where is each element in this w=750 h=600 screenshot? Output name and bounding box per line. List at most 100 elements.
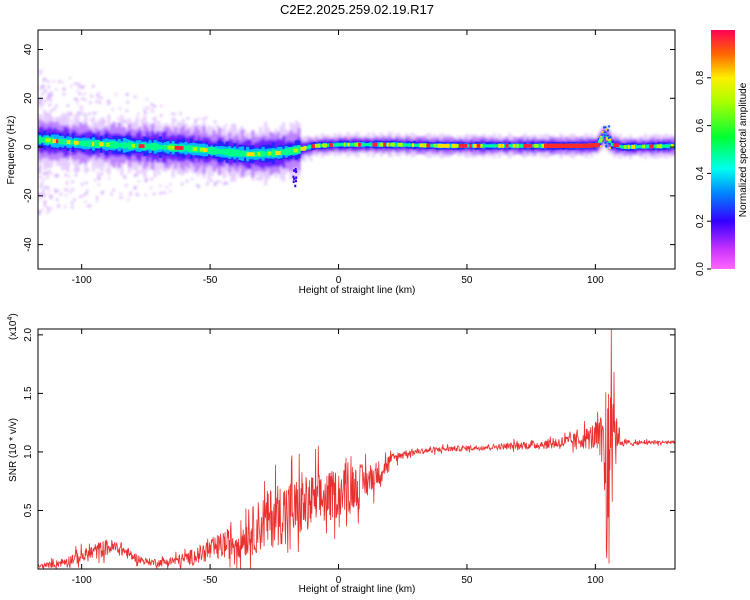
heatmap-cell [73,198,76,201]
heatmap-cell [50,164,54,168]
heatmap-cell [54,174,58,177]
heatmap-cell [476,143,483,148]
heatmap-cell [40,137,44,143]
heatmap-cell [106,142,111,147]
heatmap-cell [258,150,263,158]
heatmap-cell [42,194,46,198]
heatmap-cell [41,93,44,96]
heatmap-cell [38,166,42,169]
heatmap-cell [300,146,306,151]
heatmap-cell [604,126,607,129]
heatmap-cell [151,117,155,121]
heatmap-cell [50,91,53,95]
heatmap-cell [223,181,227,185]
heatmap-cell [182,119,185,122]
heatmap-cell [76,90,79,93]
heatmap-cell [138,144,145,149]
colorbar-tick-label: 0.2 [695,214,706,228]
heatmap-cell [131,143,135,148]
heatmap-cell [97,140,101,149]
heatmap-cell [151,109,154,113]
heatmap-cell [104,169,108,172]
heatmap-cell [136,193,140,197]
heatmap-cell [78,85,81,89]
heatmap-cell [422,143,428,148]
heatmap-cell [203,148,208,153]
heatmap-cell [119,192,123,195]
heatmap-cell [178,146,184,150]
heatmap-cell [39,106,42,109]
heatmap-cell [57,205,60,209]
heatmap-cell [98,101,102,104]
heatmap-cell [294,167,297,171]
heatmap-cell [293,169,296,172]
colorbar-tick-label: 0.0 [695,262,706,276]
heatmap-cell [89,204,92,207]
heatmap-cell [89,101,92,105]
heatmap-cell [99,142,104,147]
heatmap-cell [603,134,606,137]
snr-x-tick-label: -100 [72,575,92,586]
heatmap-cell [42,85,46,88]
heatmap-cell [81,183,84,186]
heatmap-cell [171,112,174,116]
spectrogram-panel: -100 -50 0 50 100 -40 -20 0 20 40 Height of stra… [6,29,676,296]
heatmap-cell [628,145,632,148]
heatmap-cell [41,103,44,106]
heatmap-cell [364,143,368,146]
heatmap-cell [437,143,441,148]
heatmap-cell [163,144,168,150]
heatmap-cell [307,135,310,138]
heatmap-cell [61,81,64,84]
heatmap-cell [649,144,654,149]
heatmap-cell [348,143,352,146]
heatmap-cell [45,211,49,215]
heatmap-cell [46,186,50,189]
heatmap-cell [112,188,115,192]
spectrogram-x-ticks: -100 -50 0 50 100 [72,30,604,286]
heatmap-cell [41,85,44,88]
heatmap-cell [608,125,611,128]
heatmap-cell [495,144,499,148]
heatmap-cell [65,182,69,186]
heatmap-cell [217,148,221,155]
heatmap-cell [161,145,165,150]
heatmap-cell [164,191,167,194]
heatmap-cell [123,175,127,178]
heatmap-cell [39,97,43,101]
heatmap-cell [157,172,161,175]
heatmap-cell [578,143,582,149]
heatmap-cell [618,145,622,148]
heatmap-cell [501,143,505,148]
heatmap-cell [173,118,177,122]
heatmap-cell [379,142,386,147]
heatmap-cell [351,143,355,147]
heatmap-cell [469,143,472,148]
heatmap-cell [173,112,177,116]
heatmap-cell [538,144,543,147]
heatmap-cell [106,102,110,106]
heatmap-cell [520,144,525,148]
heatmap-cell [248,171,252,175]
heatmap-cell [482,144,486,148]
heatmap-cell [544,143,548,149]
heatmap-cell [347,142,350,147]
colorbar-label: Normalized spectral amplitude [738,82,749,217]
heatmap-cell [210,147,214,155]
heatmap-cell [646,145,650,148]
heatmap-cell [212,147,216,155]
heatmap-cell [384,143,388,146]
heatmap-cell [574,143,578,149]
heatmap-cell [656,144,662,149]
heatmap-cell [45,171,48,175]
heatmap-cell [40,160,43,164]
heatmap-cell [498,143,502,148]
heatmap-cell [79,195,82,198]
heatmap-cell [144,106,148,110]
spectrogram-y-tick-label: 40 [23,44,34,56]
heatmap-cell [150,102,153,106]
heatmap-cell [167,145,171,150]
heatmap-cell [84,200,87,204]
